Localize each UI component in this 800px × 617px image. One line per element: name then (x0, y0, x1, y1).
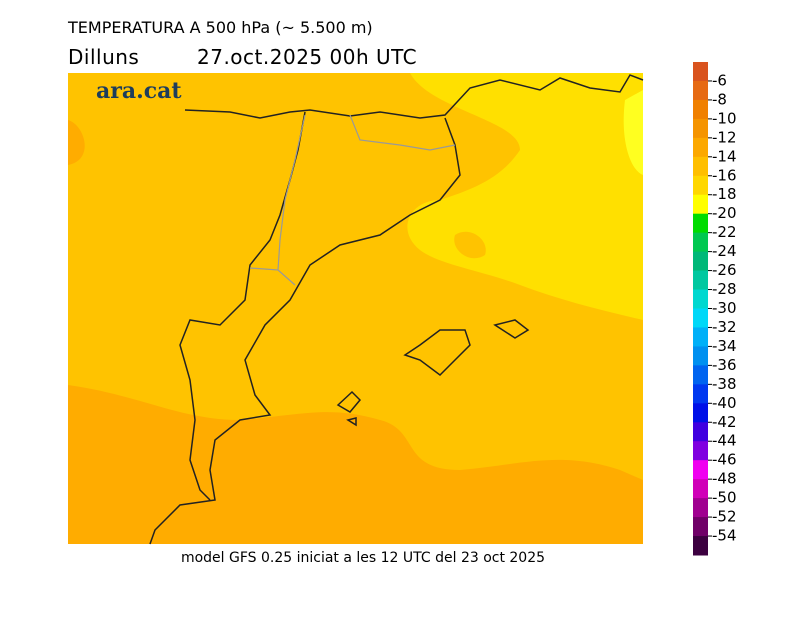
colorbar-swatch (693, 156, 708, 177)
colorbar-swatch (693, 403, 708, 423)
colorbar-swatch (693, 251, 708, 272)
colorbar-swatch (693, 365, 708, 385)
colorbar-label: -48 (712, 470, 737, 488)
colorbar-swatch (693, 517, 708, 537)
colorbar-label: -14 (712, 147, 737, 165)
colorbar-label: -32 (712, 318, 737, 336)
colorbar-label: -8 (712, 90, 727, 108)
colorbar-label: -52 (712, 508, 737, 526)
colorbar-swatch (693, 62, 708, 82)
colorbar-label: -44 (712, 432, 737, 450)
colorbar: -6-8-10-12-14-16-18-20-22-24-26-28-30-32… (693, 62, 737, 556)
colorbar-swatch (693, 441, 708, 461)
colorbar-label: -28 (712, 280, 737, 298)
date: 27.oct.2025 00h UTC (197, 45, 418, 69)
colorbar-swatch (693, 422, 708, 442)
colorbar-label: -38 (712, 375, 737, 393)
colorbar-swatch (693, 118, 708, 139)
colorbar-swatch (693, 213, 708, 234)
colorbar-swatch (693, 327, 708, 347)
colorbar-label: -50 (712, 489, 737, 507)
logo: ara.cat (96, 78, 182, 104)
colorbar-swatch (693, 194, 708, 215)
colorbar-label: -18 (712, 185, 737, 203)
day: Dilluns (68, 45, 140, 69)
colorbar-swatch (693, 289, 708, 309)
colorbar-label: -42 (712, 413, 737, 431)
footer: model GFS 0.25 iniciat a les 12 UTC del … (180, 550, 546, 566)
colorbar-label: -26 (712, 261, 737, 279)
colorbar-swatch (693, 99, 708, 120)
colorbar-swatch (693, 479, 708, 499)
colorbar-label: -54 (712, 527, 737, 545)
map-title: TEMPERATURA A 500 hPa (~ 5.500 m) (68, 18, 373, 37)
colorbar-swatch (693, 137, 708, 158)
colorbar-label: -10 (712, 109, 737, 127)
colorbar-swatch (693, 460, 708, 480)
colorbar-label: -22 (712, 223, 737, 241)
colorbar-swatch (693, 498, 708, 518)
colorbar-label: -30 (712, 299, 737, 317)
colorbar-swatch (693, 175, 708, 196)
colorbar-label: -6 (712, 71, 727, 89)
colorbar-label: -16 (712, 166, 737, 184)
colorbar-swatch (693, 384, 708, 404)
colorbar-label: -34 (712, 337, 737, 355)
colorbar-label: -36 (712, 356, 737, 374)
colorbar-label: -24 (712, 242, 737, 260)
borders (249, 114, 456, 286)
colorbar-swatch (693, 232, 708, 253)
colorbar-label: -40 (712, 394, 737, 412)
colorbar-swatch (693, 308, 708, 328)
colorbar-swatch (693, 270, 708, 291)
temperature-field (68, 73, 643, 544)
colorbar-swatch (693, 80, 708, 101)
colorbar-label: -12 (712, 128, 737, 146)
colorbar-swatch (693, 346, 708, 366)
colorbar-label: -46 (712, 451, 737, 469)
colorbar-swatch (693, 536, 708, 556)
colorbar-label: -20 (712, 204, 737, 222)
